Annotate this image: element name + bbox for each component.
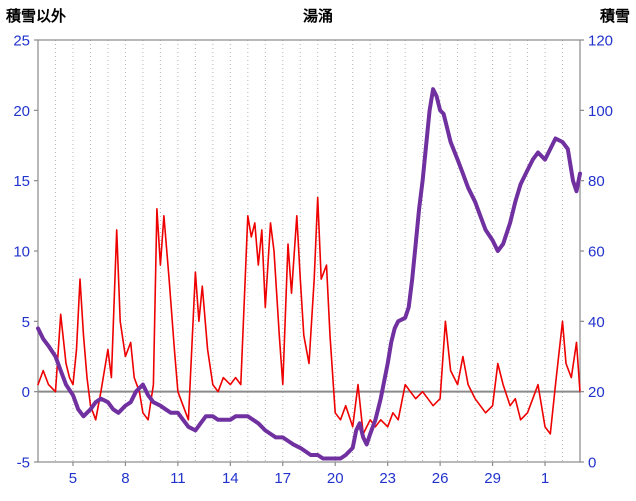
left-tick-label: 5 xyxy=(22,314,30,331)
right-tick-label: 100 xyxy=(588,103,613,120)
series-line-other xyxy=(37,196,581,435)
right-tick-label: 0 xyxy=(588,455,596,472)
x-tick-label: 8 xyxy=(121,470,129,487)
chart-title: 湯涌 xyxy=(302,8,333,25)
x-tick-label: 5 xyxy=(69,470,77,487)
x-tick-label: 20 xyxy=(327,470,344,487)
x-tick-label: 17 xyxy=(274,470,291,487)
x-tick-label: 11 xyxy=(170,470,186,487)
right-tick-label: 40 xyxy=(588,314,605,331)
right-tick-label: 120 xyxy=(588,33,613,50)
left-tick-label: 15 xyxy=(13,173,30,190)
x-tick-label: 14 xyxy=(222,470,239,487)
left-tick-label: 10 xyxy=(13,244,30,261)
x-tick-label: 1 xyxy=(541,470,549,487)
left-tick-label: 0 xyxy=(22,384,30,401)
x-tick-label: 26 xyxy=(432,470,449,487)
x-tick-label: 29 xyxy=(484,470,501,487)
left-tick-label: -5 xyxy=(17,455,30,472)
left-tick-label: 20 xyxy=(13,103,30,120)
series-line-snow xyxy=(36,87,582,461)
right-tick-label: 20 xyxy=(588,384,605,401)
x-tick-label: 23 xyxy=(379,470,396,487)
right-tick-label: 80 xyxy=(588,173,605,190)
left-axis-title: 積雪以外 xyxy=(6,8,67,25)
right-tick-label: 60 xyxy=(588,244,605,261)
left-tick-label: 25 xyxy=(13,33,30,50)
right-axis-title: 積雪 xyxy=(599,8,630,25)
